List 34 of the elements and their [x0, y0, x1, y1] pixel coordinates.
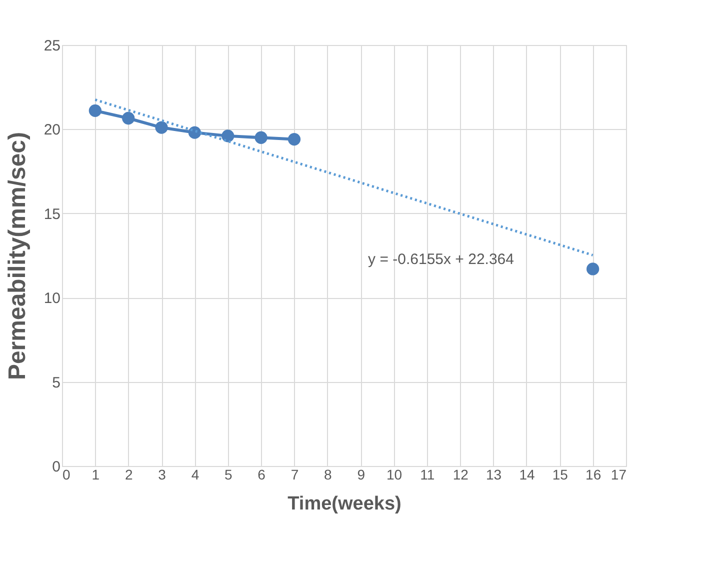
point	[88, 104, 102, 117]
point	[586, 262, 600, 276]
point	[288, 132, 301, 146]
y-tick-label: 25	[44, 38, 60, 54]
point	[155, 121, 168, 134]
y-axis-title: Permeability(mm/sec)	[4, 132, 31, 380]
x-tick-label: 9	[357, 466, 366, 482]
x-tick-label: 16	[586, 466, 602, 482]
x-tick-label: 8	[324, 466, 332, 482]
y-tick-label: 15	[44, 206, 60, 223]
x-tick-label: 15	[552, 466, 568, 482]
point	[222, 130, 234, 142]
x-tick-label: 11	[420, 466, 435, 482]
x-tick-label: 13	[486, 466, 502, 482]
x-tick-label: 6	[258, 466, 266, 482]
x-tick-label: 1	[92, 466, 100, 482]
y-tick-label: 20	[44, 122, 60, 139]
x-tick-label: 7	[290, 466, 299, 482]
x-tick-label: 2	[124, 466, 133, 482]
x-tick-label: 10	[386, 466, 402, 482]
x-tick-label: 14	[519, 466, 535, 482]
x-tick-label: 12	[452, 466, 469, 482]
x-tick-label: 4	[191, 466, 200, 482]
point	[122, 112, 135, 125]
x-tick-label: 5	[224, 466, 232, 482]
point	[254, 131, 268, 144]
x-tick-label: 17	[610, 466, 627, 482]
x-tick-label: 3	[158, 466, 166, 482]
y-tick-label: 5	[52, 374, 60, 392]
x-axis-title: Time(weeks)	[288, 494, 402, 514]
x-tick-label: 0	[62, 466, 70, 482]
y-tick-label: 10	[44, 290, 60, 308]
point	[188, 126, 202, 139]
annotation: y = -0.6155x + 22.364	[368, 251, 514, 268]
